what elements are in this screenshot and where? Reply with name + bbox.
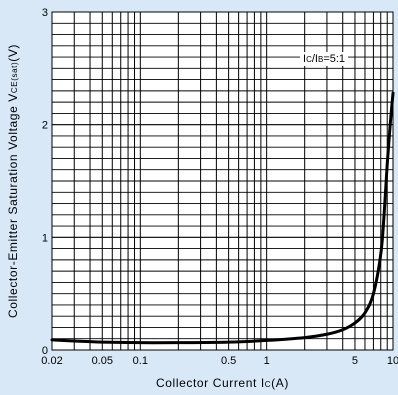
annotation-background	[300, 52, 349, 66]
x-tick-label: 0.05	[92, 355, 113, 367]
x-tick-labels: 0.02 0.05 0.1 0.5 1 5 10	[41, 355, 398, 367]
x-tick-label: 0.5	[221, 355, 236, 367]
y-tick-labels: 0 1 2 3	[42, 7, 48, 357]
plot-frame	[51, 11, 394, 351]
y-tick-label: 3	[42, 7, 48, 19]
y-tick-label: 0	[42, 345, 48, 357]
x-tick-label: 10	[387, 355, 398, 367]
x-tick-label: 0.02	[41, 355, 62, 367]
annotation: IC/IB=5:1	[300, 52, 349, 66]
x-tick-label: 5	[352, 355, 358, 367]
grid-lines	[51, 12, 394, 350]
annotation-label: IC/IB=5:1	[303, 53, 345, 65]
y-tick-label: 2	[42, 120, 48, 132]
x-tick-label: 0.1	[133, 355, 148, 367]
series-line	[50, 91, 395, 345]
y-tick-label: 1	[42, 232, 48, 244]
x-axis-title: Collector Current IC(A)	[156, 376, 289, 390]
y-axis-title: Collector-Emitter Saturation Voltage VCE…	[6, 44, 20, 318]
x-tick-label: 1	[264, 355, 270, 367]
